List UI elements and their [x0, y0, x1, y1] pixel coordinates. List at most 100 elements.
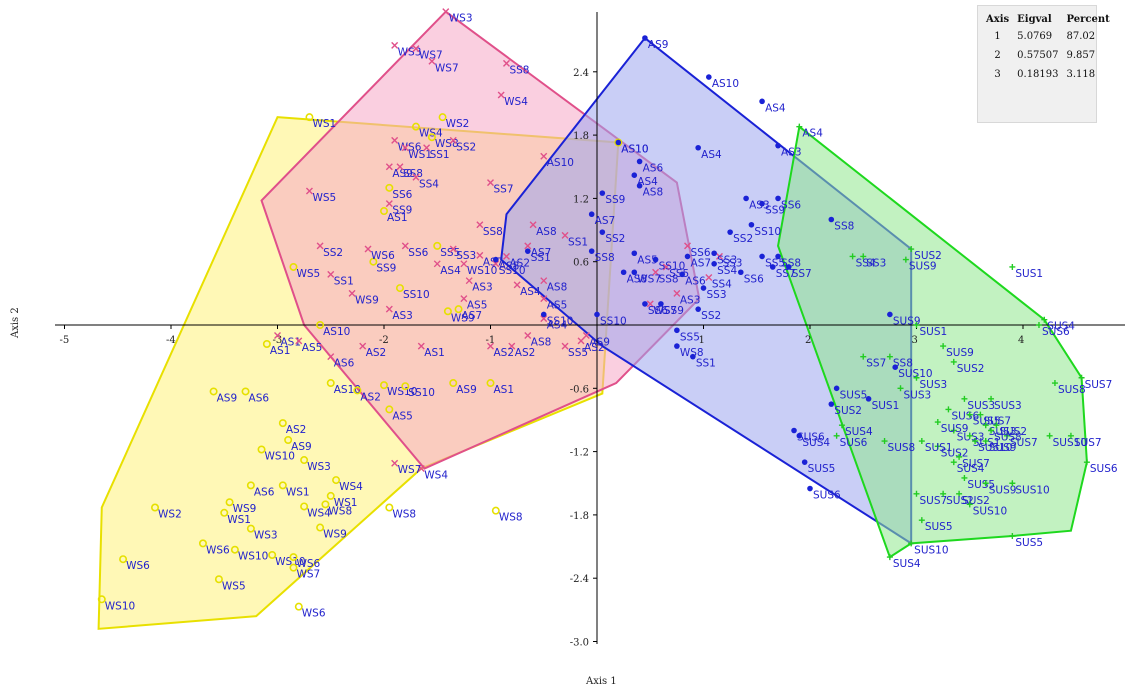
x-tick-label: 3 — [912, 335, 918, 346]
data-point — [934, 443, 941, 450]
data-point — [828, 401, 835, 407]
data-point — [241, 387, 250, 396]
point-label: SUS9 — [909, 261, 937, 273]
data-point — [796, 432, 803, 439]
point-label: SS3 — [866, 257, 886, 269]
data-point — [615, 139, 622, 146]
point-label: SS5 — [669, 268, 689, 280]
data-point — [225, 498, 234, 507]
point-label: WS6 — [206, 544, 230, 556]
point-label: WS3 — [254, 530, 278, 542]
x-ticks: -5 -4 -3 -2 -1 1 2 3 4 — [60, 325, 1024, 346]
point-label: WS8 — [499, 512, 523, 524]
data-point — [918, 438, 925, 445]
data-point — [326, 379, 335, 388]
point-label: AS1 — [270, 345, 291, 357]
data-point — [695, 306, 701, 312]
data-point — [988, 395, 995, 402]
point-label: WS1 — [408, 149, 432, 161]
data-point — [652, 256, 659, 263]
point-label: SS10 — [408, 387, 435, 399]
data-point — [1009, 480, 1016, 487]
point-label: AS3 — [749, 199, 770, 211]
data-point — [491, 506, 500, 515]
data-point — [502, 252, 510, 260]
x-tick-label: -1 — [486, 335, 496, 346]
point-label: SUS6 — [951, 410, 979, 422]
y-tick-label: 0.6 — [573, 258, 589, 269]
point-label: SS8 — [483, 226, 503, 238]
point-label: SUS3 — [904, 389, 932, 401]
data-point — [631, 250, 638, 257]
data-point — [411, 122, 420, 131]
data-point — [711, 261, 717, 267]
point-label: SS4 — [856, 257, 876, 269]
point-label: AS4 — [701, 149, 722, 161]
point-label: AS6 — [254, 486, 275, 498]
eigen-cell-percent: 9.857 — [1066, 50, 1096, 61]
data-point — [295, 337, 303, 345]
eigen-cell-axis: 2 — [994, 50, 1001, 61]
data-point — [268, 550, 277, 559]
point-label: SS3 — [456, 250, 476, 262]
point-label: WS4 — [307, 507, 331, 519]
point-label: SUS1 — [1015, 268, 1043, 280]
point-label: AS2 — [509, 257, 530, 269]
point-label: SS1 — [696, 358, 716, 370]
point-label: SUS9 — [989, 442, 1017, 454]
data-point — [385, 305, 393, 313]
eigen-cell-eigval: 0.18193 — [1017, 69, 1059, 80]
data-point — [588, 248, 595, 254]
point-label: AS7 — [531, 247, 552, 259]
data-point — [316, 320, 325, 329]
data-point — [791, 427, 797, 434]
data-point — [748, 221, 755, 228]
data-point — [396, 163, 404, 171]
data-point — [711, 250, 717, 257]
data-point — [529, 221, 537, 229]
eigenvalue-table-panel: Axis Eigval Percent 1 5.0769 87.02 2 0.5… — [977, 5, 1110, 123]
point-label: SS8 — [834, 221, 854, 233]
point-label: WS6 — [296, 558, 320, 570]
point-label: SUS7 — [983, 416, 1011, 428]
point-label: SUS3 — [967, 400, 995, 412]
data-point — [1041, 316, 1048, 323]
data-point — [972, 438, 979, 445]
data-point — [838, 422, 845, 429]
point-label: AS8 — [499, 261, 520, 273]
data-point — [449, 245, 457, 253]
x-tick-label: -4 — [166, 335, 176, 346]
point-label: SS10 — [499, 265, 526, 277]
point-label: SUS6 — [797, 432, 825, 444]
point-label: AS4 — [802, 128, 823, 140]
point-label: SS3 — [722, 257, 742, 269]
point-label: AS10 — [323, 326, 350, 338]
data-point — [391, 459, 399, 467]
point-label: AS8 — [536, 226, 557, 238]
point-label: WS1 — [286, 486, 310, 498]
point-label: SUS1 — [925, 442, 953, 454]
data-point — [460, 260, 468, 268]
point-label: SS5 — [440, 247, 460, 259]
x-axis-title: Axis 1 — [585, 676, 617, 687]
data-point — [759, 200, 765, 207]
point-label: SS3 — [707, 289, 727, 301]
point-label: SS2 — [733, 233, 753, 245]
point-label: SUS5 — [967, 479, 995, 491]
point-label: SS1 — [430, 149, 450, 161]
point-label: WS5 — [296, 268, 320, 280]
data-point — [540, 311, 547, 318]
point-label: SS6 — [781, 199, 801, 211]
y-tick-label: -0.6 — [570, 384, 589, 395]
point-label: SS6 — [392, 189, 412, 201]
eigen-row: 1 5.0769 87.02 — [982, 31, 1114, 50]
point-label: SUS10 — [898, 368, 932, 380]
point-label: WS9 — [451, 312, 475, 324]
data-point — [385, 200, 393, 208]
point-label: SS8 — [659, 273, 679, 285]
data-point — [966, 501, 973, 508]
data-point — [417, 464, 425, 472]
x-tick-label: -2 — [379, 335, 389, 346]
data-point — [327, 353, 335, 361]
point-label: SS2 — [323, 247, 343, 259]
